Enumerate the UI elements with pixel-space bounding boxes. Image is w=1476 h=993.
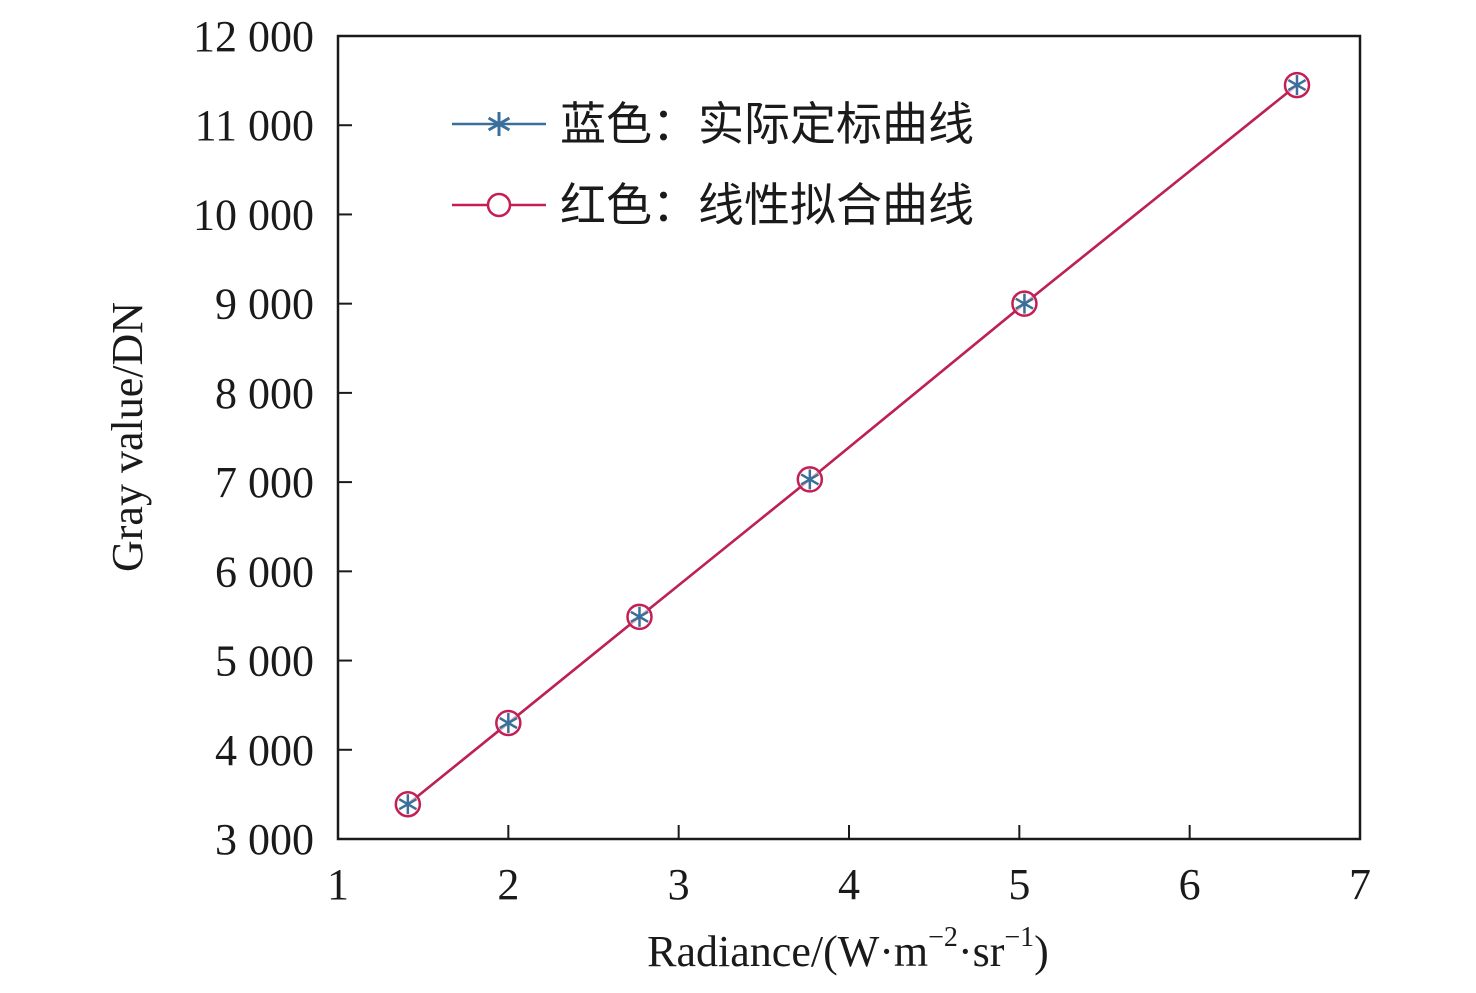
y-tick-label: 11 000	[195, 101, 314, 150]
x-tick-label: 7	[1349, 860, 1371, 909]
y-tick-label: 6 000	[215, 547, 314, 596]
series-layer	[394, 71, 1311, 818]
legend-label-red: 红色：线性拟合曲线	[560, 178, 974, 232]
data-point-asterisk	[800, 469, 820, 490]
x-axis-title-mid: ·sr	[958, 927, 1005, 976]
data-point-asterisk	[499, 713, 518, 734]
y-tick-label: 9 000	[215, 280, 314, 329]
x-axis-ticks: 1 2 3 4 5 6 7	[327, 825, 1371, 909]
legend-item-blue: 蓝色：实际定标曲线	[452, 97, 974, 151]
y-tick-label: 12 000	[193, 12, 314, 61]
data-point-asterisk	[1287, 75, 1307, 96]
series-line-1	[407, 84, 1298, 806]
x-tick-label: 3	[668, 860, 690, 909]
x-axis-title-main: Radiance/(W·m	[647, 927, 928, 976]
legend: 蓝色：实际定标曲线 红色：线性拟合曲线	[452, 97, 974, 232]
data-point-asterisk	[398, 794, 418, 815]
y-axis-title: Gray value/DN	[103, 302, 152, 572]
data-point-asterisk	[630, 606, 649, 627]
x-tick-label: 5	[1008, 860, 1030, 909]
y-tick-label: 5 000	[215, 637, 314, 686]
legend-asterisk-icon	[487, 112, 511, 136]
x-axis-title: Radiance/(W·m−2·sr−1)	[647, 922, 1049, 976]
data-point-asterisk	[1015, 293, 1034, 314]
x-axis-title-sup1: −2	[928, 922, 958, 953]
y-tick-label: 4 000	[215, 726, 314, 775]
y-tick-label: 3 000	[215, 815, 314, 864]
x-axis-title-sup2: −1	[1004, 922, 1034, 953]
legend-circle-icon	[486, 192, 512, 218]
y-tick-label: 8 000	[215, 369, 314, 418]
x-tick-label: 1	[327, 860, 349, 909]
x-tick-label: 6	[1179, 860, 1201, 909]
x-axis-title-end: )	[1034, 927, 1049, 976]
y-tick-label: 7 000	[215, 458, 314, 507]
x-tick-label: 4	[838, 860, 860, 909]
y-axis-ticks: 3 000 4 000 5 000 6 000 7 000 8 000 9 000 10 00…	[193, 12, 352, 864]
y-tick-label: 10 000	[193, 190, 314, 239]
legend-label-blue: 蓝色：实际定标曲线	[560, 97, 974, 151]
legend-item-red: 红色：线性拟合曲线	[452, 178, 974, 232]
x-tick-label: 2	[497, 860, 519, 909]
